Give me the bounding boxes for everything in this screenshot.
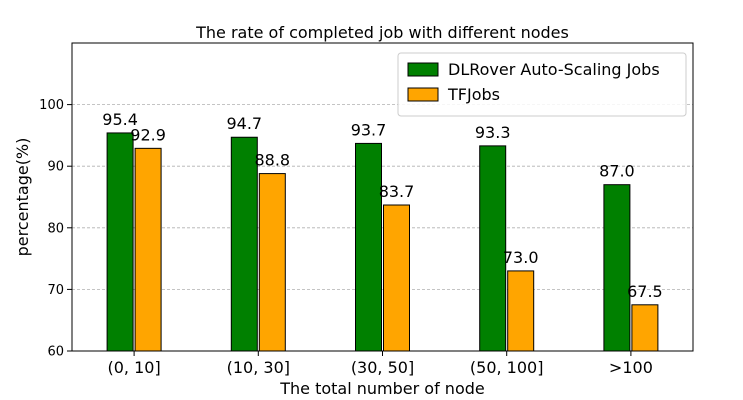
data-label: 67.5: [627, 282, 663, 301]
bar-dlrover: [479, 145, 507, 352]
data-label: 93.3: [475, 123, 511, 142]
bars: [106, 132, 659, 352]
data-label: 88.8: [254, 151, 290, 170]
y-tick-label: 80: [47, 221, 64, 236]
x-tick-label: >100: [609, 358, 653, 377]
x-axis-label: The total number of node: [279, 379, 484, 398]
data-label: 92.9: [130, 125, 166, 144]
bar-dlrover: [230, 136, 258, 352]
bar-tfjobs: [507, 270, 535, 352]
y-tick-label: 100: [39, 98, 64, 113]
bar-dlrover: [603, 184, 631, 352]
bar-tfjobs: [258, 173, 286, 352]
y-tick-label: 60: [47, 345, 64, 360]
x-axis-ticks: (0, 10] (10, 30] (30, 50] (50, 100] >100: [107, 351, 653, 377]
data-label: 83.7: [379, 182, 415, 201]
bar-tfjobs: [383, 204, 410, 352]
y-tick-label: 70: [47, 283, 64, 298]
y-axis-label: percentage(%): [13, 138, 32, 257]
x-tick-label: (0, 10]: [107, 358, 160, 377]
data-label: 93.7: [351, 120, 387, 139]
chart-title: The rate of completed job with different…: [195, 23, 569, 42]
legend-label: TFJobs: [447, 85, 500, 104]
data-label: 73.0: [503, 248, 539, 267]
legend-swatch: [407, 87, 439, 102]
legend-label: DLRover Auto-Scaling Jobs: [448, 60, 660, 79]
y-axis-ticks: 60 70 80 90 100: [39, 98, 72, 360]
legend-swatch: [407, 62, 439, 77]
data-label: 95.4: [102, 110, 138, 129]
x-tick-label: (50, 100]: [470, 358, 544, 377]
data-label: 94.7: [226, 114, 262, 133]
x-tick-label: (30, 50]: [351, 358, 414, 377]
legend: DLRover Auto-Scaling Jobs TFJobs: [397, 52, 687, 117]
bar-dlrover: [106, 132, 134, 352]
data-label: 87.0: [599, 162, 635, 181]
data-labels: 95.492.9 94.7 88.8 93.7 83.7 93.3 73.0 87.0 67.5: [102, 110, 662, 301]
bar-tfjobs: [631, 304, 659, 352]
bar-tfjobs: [134, 147, 162, 352]
x-tick-label: (10, 30]: [227, 358, 290, 377]
y-tick-label: 90: [47, 160, 64, 175]
legend-box: [397, 52, 687, 117]
bar-dlrover: [355, 142, 382, 352]
